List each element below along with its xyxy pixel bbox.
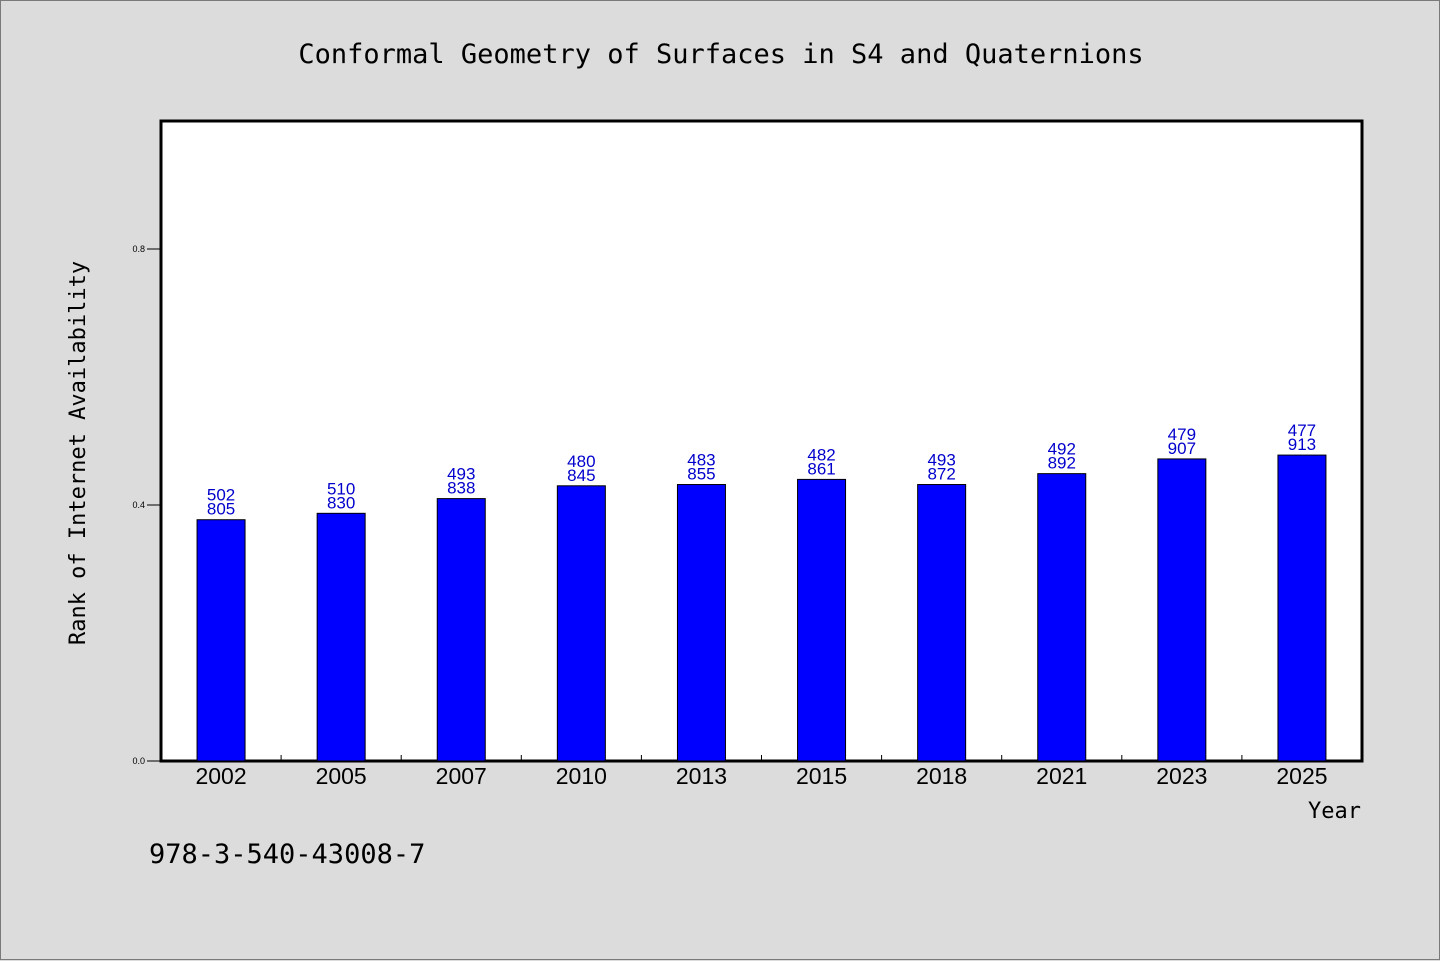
- bar-2015: [797, 478, 847, 762]
- data-label-2015-top: 482: [807, 445, 835, 464]
- data-label-2021-bottom: 892: [1048, 454, 1076, 473]
- bar-2010: [556, 485, 606, 762]
- data-label-2013-top: 483: [687, 451, 715, 470]
- x-tick-2018: 2018: [916, 763, 967, 789]
- x-axis-label: Year: [1308, 799, 1361, 824]
- x-tick-2023: 2023: [1156, 763, 1207, 789]
- data-label-2015-bottom: 861: [807, 459, 835, 478]
- bar-2023: [1157, 458, 1207, 762]
- y-tick-0.4: 0.4: [132, 500, 145, 510]
- bar-2007: [436, 498, 486, 762]
- x-tick-2002: 2002: [195, 763, 246, 789]
- y-tick-labels: 0.0 0.4 0.8: [132, 244, 161, 766]
- data-label-2013-bottom: 855: [687, 465, 715, 484]
- data-label-2025-bottom: 913: [1288, 435, 1316, 454]
- x-tick-2007: 2007: [436, 763, 487, 789]
- footnote-isbn: 978-3-540-43008-7: [149, 839, 425, 870]
- data-label-2005-top: 510: [327, 479, 355, 498]
- data-label-2018-top: 493: [927, 451, 955, 470]
- data-label-2021-top: 492: [1048, 440, 1076, 459]
- bar-2018: [917, 484, 967, 762]
- data-label-2005-bottom: 830: [327, 493, 355, 512]
- data-label-2023-bottom: 907: [1168, 439, 1196, 458]
- x-tick-2010: 2010: [556, 763, 607, 789]
- data-label-2002-bottom: 805: [207, 500, 235, 519]
- bar-2021: [1037, 473, 1087, 762]
- data-label-2007-top: 493: [447, 465, 475, 484]
- data-label-2010-bottom: 845: [567, 466, 595, 485]
- x-tick-2021: 2021: [1036, 763, 1087, 789]
- x-tick-2013: 2013: [676, 763, 727, 789]
- y-tick-0.0: 0.0: [132, 756, 145, 766]
- x-tick-2015: 2015: [796, 763, 847, 789]
- data-label-2010-top: 480: [567, 452, 595, 471]
- y-axis-label: Rank of Internet Availability: [66, 261, 91, 645]
- chart-title: Conformal Geometry of Surfaces in S4 and…: [298, 39, 1143, 70]
- data-label-2002-top: 502: [207, 486, 235, 505]
- bar-2002: [196, 519, 246, 762]
- x-tick-2025: 2025: [1276, 763, 1327, 789]
- y-tick-0.8: 0.8: [132, 244, 145, 254]
- data-label-2018-bottom: 872: [927, 465, 955, 484]
- bar-2005: [316, 512, 366, 762]
- bar-2025: [1277, 454, 1327, 762]
- data-label-2023-top: 479: [1168, 425, 1196, 444]
- data-label-2007-bottom: 838: [447, 479, 475, 498]
- x-tick-labels: 2002 2005 2007 2010 2013 2015 2018 2021 2023 2025: [195, 755, 1328, 789]
- data-label-2025-top: 477: [1288, 421, 1316, 440]
- bar-2013: [676, 484, 726, 762]
- x-tick-2005: 2005: [316, 763, 367, 789]
